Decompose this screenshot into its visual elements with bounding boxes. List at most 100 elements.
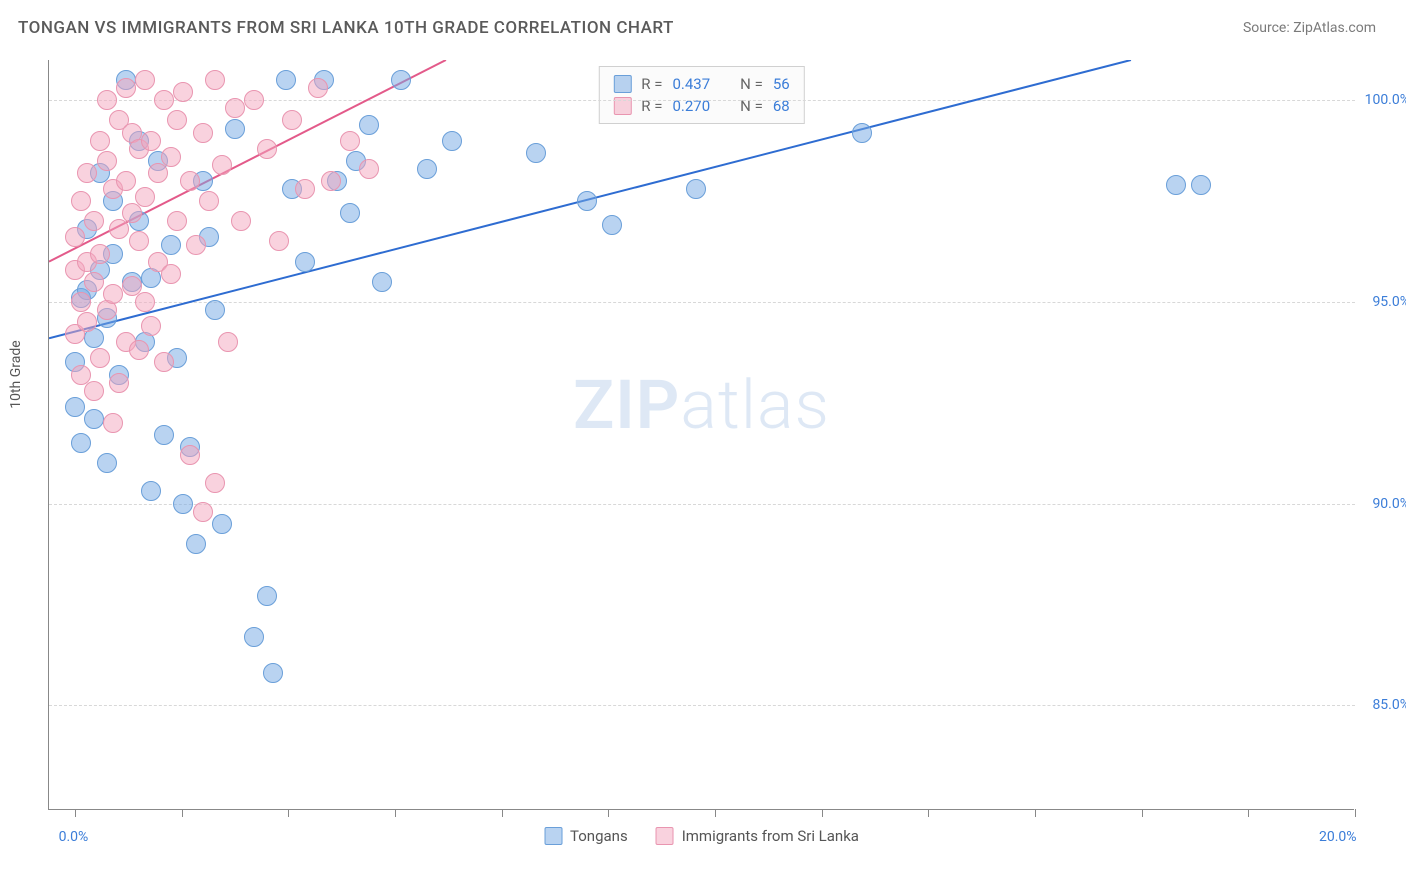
data-point <box>141 316 161 336</box>
data-point <box>244 90 264 110</box>
data-point <box>141 481 161 501</box>
data-point <box>135 187 155 207</box>
data-point <box>77 163 97 183</box>
data-point <box>199 191 219 211</box>
data-point <box>65 397 85 417</box>
x-label-left: 0.0% <box>59 829 89 845</box>
data-point <box>141 131 161 151</box>
trend-lines <box>49 60 1355 810</box>
stat-n-val-1: 56 <box>773 75 790 93</box>
data-point <box>212 155 232 175</box>
data-point <box>154 90 174 110</box>
data-point <box>129 231 149 251</box>
data-point <box>526 143 546 163</box>
data-point <box>173 494 193 514</box>
data-point <box>852 123 872 143</box>
data-point <box>193 123 213 143</box>
data-point <box>372 272 392 292</box>
data-point <box>65 227 85 247</box>
plot-area: ZIPatlas R = 0.437 N = 56 R = 0.270 N = … <box>48 60 1354 810</box>
x-tick <box>608 809 609 817</box>
data-point <box>148 163 168 183</box>
data-point <box>161 264 181 284</box>
data-point <box>135 70 155 90</box>
data-point <box>97 90 117 110</box>
stats-row-2: R = 0.270 N = 68 <box>613 95 789 117</box>
legend-item-2: Immigrants from Sri Lanka <box>656 827 859 845</box>
stats-row-1: R = 0.437 N = 56 <box>613 73 789 95</box>
data-point <box>71 191 91 211</box>
data-point <box>442 131 462 151</box>
data-point <box>71 433 91 453</box>
legend-swatch-pink-icon <box>656 827 674 845</box>
x-tick <box>1142 809 1143 817</box>
x-label-right: 20.0% <box>1319 829 1357 845</box>
stats-box: R = 0.437 N = 56 R = 0.270 N = 68 <box>598 66 804 124</box>
y-tick-label: 90.0% <box>1372 496 1406 512</box>
x-tick <box>822 809 823 817</box>
data-point <box>212 514 232 534</box>
data-point <box>340 131 360 151</box>
watermark: ZIPatlas <box>573 365 830 445</box>
gridline-h <box>49 504 1355 505</box>
y-tick-label: 85.0% <box>1372 697 1406 713</box>
stat-r-val-1: 0.437 <box>672 75 710 93</box>
data-point <box>276 70 296 90</box>
data-point <box>1191 175 1211 195</box>
x-tick <box>75 809 76 817</box>
stat-r-label-1: R = <box>641 75 662 93</box>
y-axis-title: 10th Grade <box>8 340 24 408</box>
watermark-rest: atlas <box>680 365 830 445</box>
data-point <box>71 292 91 312</box>
x-tick <box>715 809 716 817</box>
data-point <box>321 171 341 191</box>
data-point <box>391 70 411 90</box>
data-point <box>263 663 283 683</box>
gridline-h <box>49 302 1355 303</box>
data-point <box>282 110 302 130</box>
data-point <box>186 235 206 255</box>
data-point <box>180 171 200 191</box>
data-point <box>116 78 136 98</box>
data-point <box>244 627 264 647</box>
data-point <box>295 179 315 199</box>
data-point <box>218 332 238 352</box>
data-point <box>84 211 104 231</box>
x-tick <box>928 809 929 817</box>
legend-item-1: Tongans <box>544 827 628 845</box>
data-point <box>103 284 123 304</box>
data-point <box>154 425 174 445</box>
data-point <box>97 151 117 171</box>
data-point <box>193 502 213 522</box>
legend-label-1: Tongans <box>570 827 628 845</box>
data-point <box>686 179 706 199</box>
data-point <box>173 82 193 102</box>
data-point <box>1166 175 1186 195</box>
data-point <box>84 409 104 429</box>
y-tick-label: 100.0% <box>1365 92 1406 108</box>
data-point <box>231 211 251 231</box>
data-point <box>103 413 123 433</box>
bottom-legend: Tongans Immigrants from Sri Lanka <box>544 827 859 845</box>
swatch-blue-icon <box>613 75 631 93</box>
source-label: Source: ZipAtlas.com <box>1243 20 1376 36</box>
data-point <box>205 300 225 320</box>
chart-container: ZIPatlas R = 0.437 N = 56 R = 0.270 N = … <box>48 60 1354 810</box>
x-tick <box>502 809 503 817</box>
data-point <box>161 147 181 167</box>
data-point <box>167 211 187 231</box>
data-point <box>167 110 187 130</box>
data-point <box>205 70 225 90</box>
data-point <box>97 453 117 473</box>
legend-swatch-blue-icon <box>544 827 562 845</box>
data-point <box>116 171 136 191</box>
data-point <box>577 191 597 211</box>
data-point <box>109 373 129 393</box>
data-point <box>308 78 328 98</box>
data-point <box>109 219 129 239</box>
stat-n-label-1: N = <box>740 75 763 93</box>
data-point <box>84 272 104 292</box>
data-point <box>295 252 315 272</box>
data-point <box>340 203 360 223</box>
x-tick <box>395 809 396 817</box>
